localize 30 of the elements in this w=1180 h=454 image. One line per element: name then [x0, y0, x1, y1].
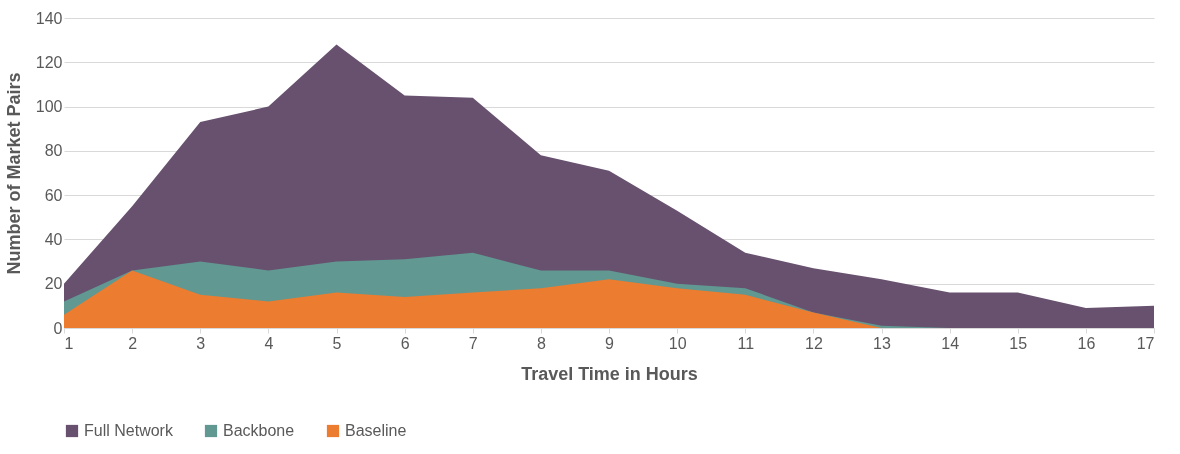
x-tick-label: 4	[264, 334, 274, 352]
x-tick-label: 13	[873, 334, 891, 352]
x-tick-label: 17	[1136, 334, 1155, 352]
legend-label: Full Network	[84, 422, 174, 439]
y-tick-label: 80	[44, 142, 63, 160]
y-tick-label: 120	[35, 53, 63, 71]
y-tick-label: 0	[53, 319, 63, 337]
x-tick-label: 5	[332, 334, 342, 352]
y-tick-label: 100	[35, 98, 63, 116]
x-tick-label: 8	[536, 334, 546, 352]
x-axis-title: Travel Time in Hours	[521, 363, 698, 384]
x-tick-label: 3	[196, 334, 206, 352]
y-axis-title: Number of Market Pairs	[3, 72, 24, 275]
x-tick-label: 2	[128, 334, 138, 352]
y-tick-label: 140	[35, 9, 63, 27]
x-tick-label: 12	[804, 334, 823, 352]
legend-label: Baseline	[345, 422, 407, 439]
x-tick-label: 11	[737, 334, 755, 352]
x-tick-label: 16	[1077, 334, 1096, 352]
x-tick-label: 15	[1009, 334, 1028, 352]
x-tick-label: 10	[668, 334, 687, 352]
legend-label: Backbone	[223, 422, 295, 439]
x-tick-label: 14	[941, 334, 960, 352]
x-tick-label: 1	[64, 334, 74, 352]
x-tick-label: 9	[605, 334, 615, 352]
y-tick-label: 40	[44, 230, 63, 248]
y-tick-label: 60	[44, 186, 63, 204]
x-tick-label: 6	[400, 334, 410, 352]
x-tick-label: 7	[468, 334, 478, 352]
y-tick-label: 20	[44, 275, 63, 293]
